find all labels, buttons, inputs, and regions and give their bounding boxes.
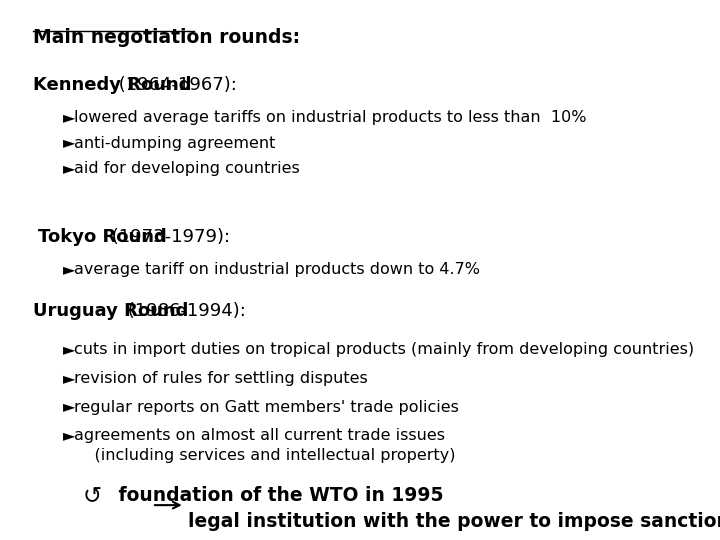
Text: ►: ►: [63, 110, 75, 125]
Text: ►: ►: [63, 371, 75, 386]
Text: Kennedy Round: Kennedy Round: [32, 76, 192, 94]
Text: aid for developing countries: aid for developing countries: [74, 161, 300, 176]
Text: ►: ►: [63, 428, 75, 443]
Text: Main negotiation rounds:: Main negotiation rounds:: [32, 28, 300, 47]
Text: cuts in import duties on tropical products (mainly from developing countries): cuts in import duties on tropical produc…: [74, 342, 694, 357]
Text: ►: ►: [63, 342, 75, 357]
Text: (1973-1979):: (1973-1979):: [107, 228, 230, 246]
Text: anti-dumping agreement: anti-dumping agreement: [74, 136, 276, 151]
Text: average tariff on industrial products down to 4.7%: average tariff on industrial products do…: [74, 262, 480, 278]
Text: ►: ►: [63, 400, 75, 415]
Text: ►: ►: [63, 262, 75, 278]
Text: agreements on almost all current trade issues: agreements on almost all current trade i…: [74, 428, 445, 443]
Text: legal institution with the power to impose sanctions: legal institution with the power to impo…: [188, 512, 720, 531]
Text: regular reports on Gatt members' trade policies: regular reports on Gatt members' trade p…: [74, 400, 459, 415]
Text: revision of rules for settling disputes: revision of rules for settling disputes: [74, 371, 368, 386]
Text: foundation of the WTO in 1995: foundation of the WTO in 1995: [112, 485, 443, 504]
Text: (including services and intellectual property): (including services and intellectual pro…: [74, 448, 456, 463]
Text: Uruguay Round: Uruguay Round: [32, 302, 188, 320]
Text: ►: ►: [63, 161, 75, 176]
Text: lowered average tariffs on industrial products to less than  10%: lowered average tariffs on industrial pr…: [74, 110, 587, 125]
Text: (1986-1994):: (1986-1994):: [122, 302, 246, 320]
Text: ↺: ↺: [83, 485, 102, 509]
Text: ►: ►: [63, 136, 75, 151]
Text: (1964-1967):: (1964-1967):: [113, 76, 237, 94]
Text: Tokyo Round: Tokyo Round: [38, 228, 166, 246]
